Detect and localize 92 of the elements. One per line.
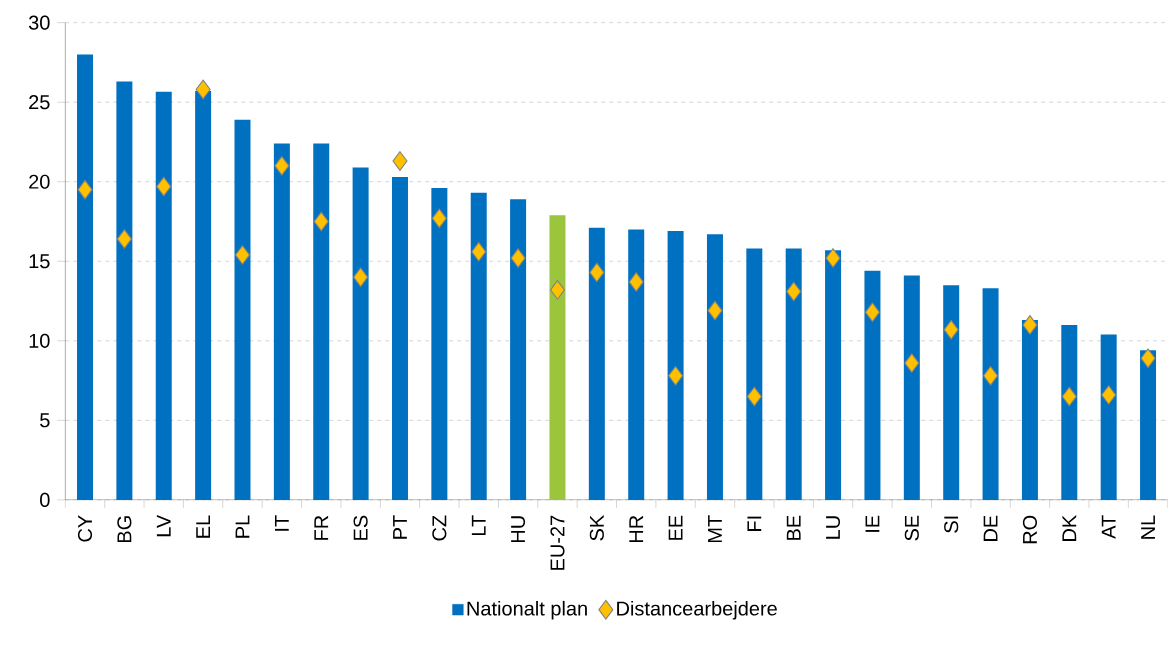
bar — [1021, 320, 1038, 500]
x-tick-label: ES — [353, 515, 368, 540]
point — [746, 386, 762, 407]
point — [549, 280, 566, 300]
bar — [155, 91, 172, 500]
x-tick-label: BG — [117, 516, 132, 543]
y-tick-label: 25 — [29, 95, 50, 110]
bar — [549, 215, 566, 500]
point — [983, 366, 999, 386]
point — [1022, 315, 1038, 335]
x-tick-label: RO — [1022, 515, 1038, 544]
point — [510, 248, 526, 269]
bar — [431, 188, 448, 500]
x-tick-label: BE — [786, 515, 801, 540]
bar — [825, 250, 842, 500]
bar — [391, 177, 408, 500]
bar — [116, 81, 133, 500]
point — [313, 211, 329, 232]
x-tick-label: DE — [983, 515, 998, 542]
bar — [588, 227, 605, 500]
x-tick-label: FI — [747, 516, 762, 532]
point — [431, 208, 447, 229]
bar — [1061, 324, 1078, 500]
bar — [352, 167, 369, 500]
x-tick-label: DK — [1062, 515, 1077, 542]
x-tick-label: HR — [629, 515, 644, 543]
bar — [864, 270, 881, 500]
x-tick-label: PL — [235, 515, 250, 538]
x-tick-label: IE — [865, 515, 880, 532]
x-tick-label: EE — [668, 515, 683, 540]
bar — [470, 192, 487, 500]
x-tick-label: EU-27 — [550, 515, 565, 570]
point — [825, 248, 841, 269]
bar — [273, 143, 290, 500]
x-tick-label: LU — [826, 516, 841, 539]
y-tick-label: 30 — [28, 15, 50, 30]
point — [904, 353, 920, 374]
y-tick-label: 5 — [40, 413, 50, 428]
y-tick-label: 15 — [29, 254, 50, 269]
bar — [1140, 350, 1157, 500]
legend-label: Distancearbejdere — [617, 601, 777, 620]
bar — [785, 248, 802, 500]
point — [156, 176, 172, 197]
point — [353, 267, 369, 288]
x-tick-label: CY — [77, 515, 93, 542]
y-tick-label: 20 — [29, 174, 50, 189]
x-tick-label: IT — [274, 515, 289, 531]
point — [471, 241, 487, 262]
y-tick-label: 0 — [40, 492, 50, 508]
legend-label: Nationalt plan — [467, 601, 587, 620]
bar — [510, 199, 527, 500]
point — [628, 272, 644, 292]
point — [234, 245, 251, 265]
point — [943, 319, 959, 340]
x-tick-label: FR — [314, 515, 329, 540]
bar — [1100, 334, 1117, 500]
bar — [706, 234, 723, 500]
y-tick-label: 10 — [29, 333, 50, 348]
x-tick-label: PT — [393, 515, 407, 539]
x-tick-label: LV — [156, 514, 171, 537]
point — [707, 300, 723, 321]
x-tick-label: EL — [196, 515, 210, 538]
x-tick-label: CZ — [432, 515, 447, 541]
x-tick-label: HU — [511, 516, 526, 543]
point — [668, 366, 684, 386]
x-tick-label: SI — [944, 516, 959, 533]
bar — [903, 275, 920, 500]
bar — [982, 288, 999, 500]
x-tick-label: SK — [589, 515, 604, 541]
bar — [667, 231, 684, 500]
point — [786, 281, 802, 302]
bar — [628, 229, 645, 500]
bar — [234, 119, 251, 500]
x-tick-label: NL — [1141, 515, 1155, 539]
bar — [195, 91, 212, 500]
point — [1101, 385, 1117, 405]
point — [195, 79, 211, 100]
x-tick-label: AT — [1101, 515, 1116, 539]
bar — [313, 143, 330, 500]
x-tick-label: LT — [471, 515, 486, 536]
point — [116, 229, 132, 249]
point — [274, 156, 290, 176]
x-tick-label: MT — [708, 515, 722, 543]
bar — [746, 248, 763, 500]
bar — [943, 285, 960, 500]
point — [77, 179, 93, 200]
bar — [77, 54, 94, 500]
point — [1061, 386, 1077, 407]
point — [589, 262, 605, 283]
x-tick-label: SE — [904, 515, 919, 541]
point — [392, 151, 408, 171]
point — [864, 302, 880, 323]
